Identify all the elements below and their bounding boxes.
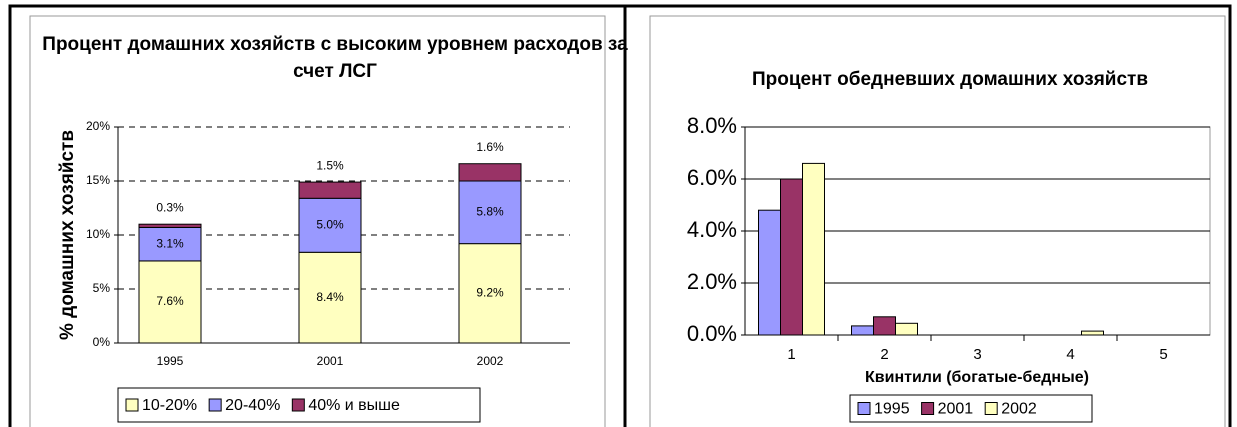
y-tick-label: 20% bbox=[86, 119, 110, 133]
legend-swatch bbox=[984, 402, 998, 415]
bar-segment bbox=[458, 163, 522, 182]
outer-frame bbox=[8, 4, 1232, 427]
bar bbox=[895, 322, 918, 336]
y-tick-label: 6.0% bbox=[687, 165, 737, 190]
y-tick-label: 4.0% bbox=[687, 217, 737, 242]
legend-label: 1995 bbox=[874, 401, 910, 418]
chart-title: Процент домашних хозяйств с высоким уров… bbox=[42, 34, 628, 82]
legend-label: 2002 bbox=[1001, 401, 1037, 418]
data-label: 7.6% bbox=[156, 294, 184, 308]
bar bbox=[802, 162, 825, 336]
bar bbox=[851, 325, 874, 336]
x-tick-label: 5 bbox=[1159, 346, 1167, 363]
legend-swatch bbox=[921, 402, 935, 415]
x-tick-label: 1995 bbox=[157, 354, 184, 368]
y-tick-label: 15% bbox=[86, 173, 110, 187]
data-label: 0.3% bbox=[156, 200, 184, 214]
bar-segment bbox=[138, 260, 202, 344]
y-tick-label: 0% bbox=[93, 335, 111, 349]
legend-swatch bbox=[291, 398, 305, 412]
data-label: 8.4% bbox=[316, 290, 344, 304]
chart-title: Процент обедневших домашних хозяйств bbox=[752, 69, 1148, 90]
x-tick-label: 2 bbox=[880, 346, 888, 363]
data-label: 9.2% bbox=[476, 285, 504, 299]
y-axis-label: % домашних хозяйств bbox=[57, 130, 78, 340]
data-label: 1.5% bbox=[316, 158, 344, 172]
y-tick-label: 10% bbox=[86, 227, 110, 241]
bar-segment bbox=[458, 180, 522, 245]
y-tick-label: 5% bbox=[93, 281, 111, 295]
bar-segment bbox=[138, 226, 202, 262]
x-tick-label: 4 bbox=[1066, 346, 1074, 363]
panel-right bbox=[649, 15, 1226, 427]
bar bbox=[873, 316, 896, 336]
bar-segment bbox=[298, 251, 362, 344]
legend-label: 2001 bbox=[938, 401, 974, 418]
x-tick-label: 3 bbox=[973, 346, 981, 363]
bar bbox=[780, 178, 803, 336]
legend-swatch bbox=[857, 402, 871, 415]
y-tick-label: 8.0% bbox=[687, 113, 737, 138]
bar bbox=[758, 209, 781, 336]
legend-swatch bbox=[208, 398, 222, 412]
y-tick-label: 2.0% bbox=[687, 269, 737, 294]
bar-segment bbox=[298, 181, 362, 199]
data-label: 3.1% bbox=[156, 236, 184, 250]
y-tick-label: 0.0% bbox=[687, 321, 737, 346]
legend-label: 10-20% bbox=[142, 397, 197, 414]
data-label: 5.0% bbox=[316, 217, 344, 231]
bar bbox=[1081, 330, 1104, 336]
x-tick-label: 2002 bbox=[477, 354, 504, 368]
bar-segment bbox=[298, 197, 362, 253]
legend-label: 20-40% bbox=[225, 397, 280, 414]
legend-swatch bbox=[125, 398, 139, 412]
bar-segment bbox=[458, 243, 522, 344]
legend-label: 40% и выше bbox=[308, 397, 400, 414]
panel-left bbox=[29, 15, 606, 427]
bar-segment bbox=[138, 223, 202, 228]
legend-box bbox=[849, 394, 1093, 423]
x-tick-label: 1 bbox=[787, 346, 795, 363]
x-axis-label: Квинтили (богатые-бедные) bbox=[865, 369, 1089, 386]
x-tick-label: 2001 bbox=[317, 354, 344, 368]
data-label: 1.6% bbox=[476, 140, 504, 154]
data-label: 5.8% bbox=[476, 204, 504, 218]
